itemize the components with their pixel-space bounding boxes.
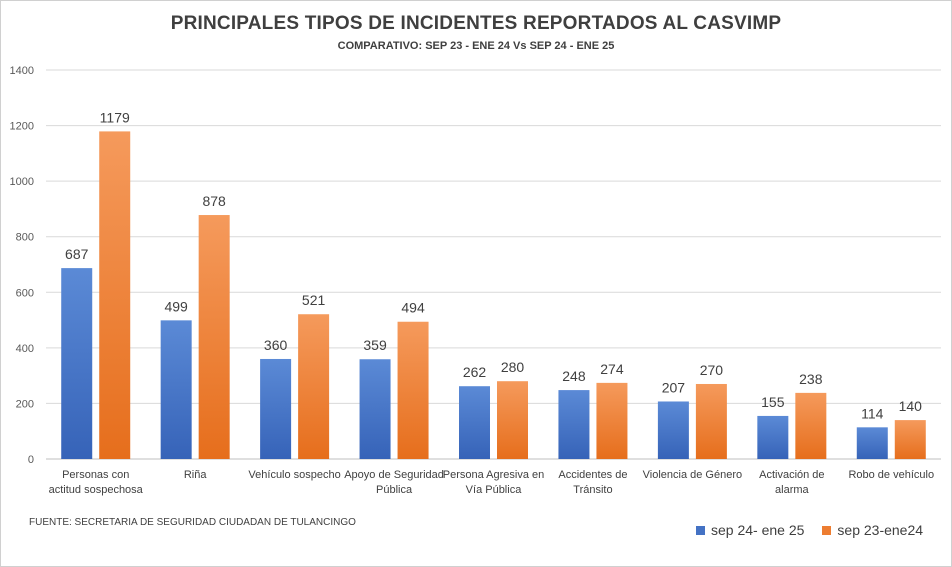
y-tick-label: 0	[28, 454, 34, 466]
data-label: 878	[202, 193, 226, 209]
data-label: 1179	[100, 109, 130, 125]
y-tick-label: 600	[16, 287, 34, 299]
legend-item-series-1: sep 24- ene 25	[696, 522, 804, 538]
data-label: 248	[562, 368, 586, 384]
data-label: 155	[761, 394, 785, 410]
data-label: 207	[662, 379, 686, 395]
bar-sep23-ene24	[397, 321, 429, 459]
bar-sep23-ene24	[99, 131, 131, 459]
chart-subtitle: COMPARATIVO: SEP 23 - ENE 24 Vs SEP 24 -…	[337, 40, 615, 52]
data-label: 494	[401, 300, 425, 316]
bar-sep23-ene24	[795, 392, 827, 459]
y-tick-label: 800	[16, 232, 34, 244]
x-tick-label: Persona Agresiva en Vía Pública	[443, 469, 545, 496]
x-tick-label: Activación de alarma	[759, 469, 824, 496]
data-label: 114	[861, 405, 884, 421]
chart-title: PRINCIPALES TIPOS DE INCIDENTES REPORTAD…	[170, 13, 782, 34]
bar-sep23-ene24	[497, 381, 528, 459]
y-tick-label: 1200	[10, 121, 34, 133]
data-label: 360	[264, 337, 288, 353]
data-label: 521	[302, 292, 326, 308]
data-label: 270	[700, 362, 724, 378]
bar-sep23-ene24	[695, 383, 727, 459]
x-tick-label: Apoyo de Seguridad Pública	[344, 469, 444, 496]
data-label: 499	[164, 298, 188, 314]
bar-sep23-ene24	[198, 215, 230, 459]
legend-swatch-series-2	[822, 525, 832, 535]
data-label: 140	[899, 398, 923, 414]
bar-sep24-ene25	[61, 268, 93, 459]
data-label: 238	[799, 371, 823, 387]
bar-sep24-ene25	[657, 401, 689, 459]
bar-sep24-ene25	[160, 320, 192, 459]
bar-sep24-ene25	[359, 359, 391, 459]
x-tick-label: Violencia de Género	[643, 469, 742, 481]
x-tick-label: Vehículo sospecho	[248, 469, 340, 481]
legend-item-series-2: sep 23-ene24	[822, 522, 923, 538]
x-tick-label: Personas con actitud sospechosa	[49, 469, 144, 496]
y-tick-label: 1000	[10, 176, 34, 188]
data-label: 262	[463, 364, 487, 380]
bar-sep24-ene25	[260, 358, 292, 459]
legend: sep 24- ene 25 sep 23-ene24	[696, 522, 923, 538]
source-note: FUENTE: SECRETARIA DE SEGURIDAD CIUDADAN…	[29, 517, 356, 528]
legend-label-series-2: sep 23-ene24	[837, 522, 924, 538]
bar-sep23-ene24	[298, 314, 330, 459]
bar-chart: 0 200 400 600 800 1000 1200 1400 687 1179 Personas…	[10, 65, 941, 496]
data-label: 687	[65, 246, 89, 262]
y-tick-label: 1400	[10, 65, 34, 77]
data-label: 280	[501, 359, 525, 375]
bar-sep24-ene25	[757, 415, 789, 459]
bar-sep23-ene24	[596, 382, 628, 459]
bar-sep23-ene24	[894, 420, 926, 459]
bar-sep24-ene25	[459, 386, 490, 459]
legend-label-series-1: sep 24- ene 25	[711, 522, 805, 538]
x-tick-label: Robo de vehículo	[848, 469, 934, 481]
x-tick-label: Accidentes de Tránsito	[558, 469, 627, 496]
x-tick-label: Riña	[184, 469, 208, 481]
y-tick-label: 200	[16, 398, 34, 410]
legend-swatch-series-1	[696, 525, 705, 535]
data-label: 359	[363, 337, 387, 353]
y-tick-label: 400	[16, 343, 34, 355]
data-label: 274	[600, 361, 624, 377]
bar-sep24-ene25	[856, 427, 888, 459]
bar-sep24-ene25	[558, 390, 590, 459]
